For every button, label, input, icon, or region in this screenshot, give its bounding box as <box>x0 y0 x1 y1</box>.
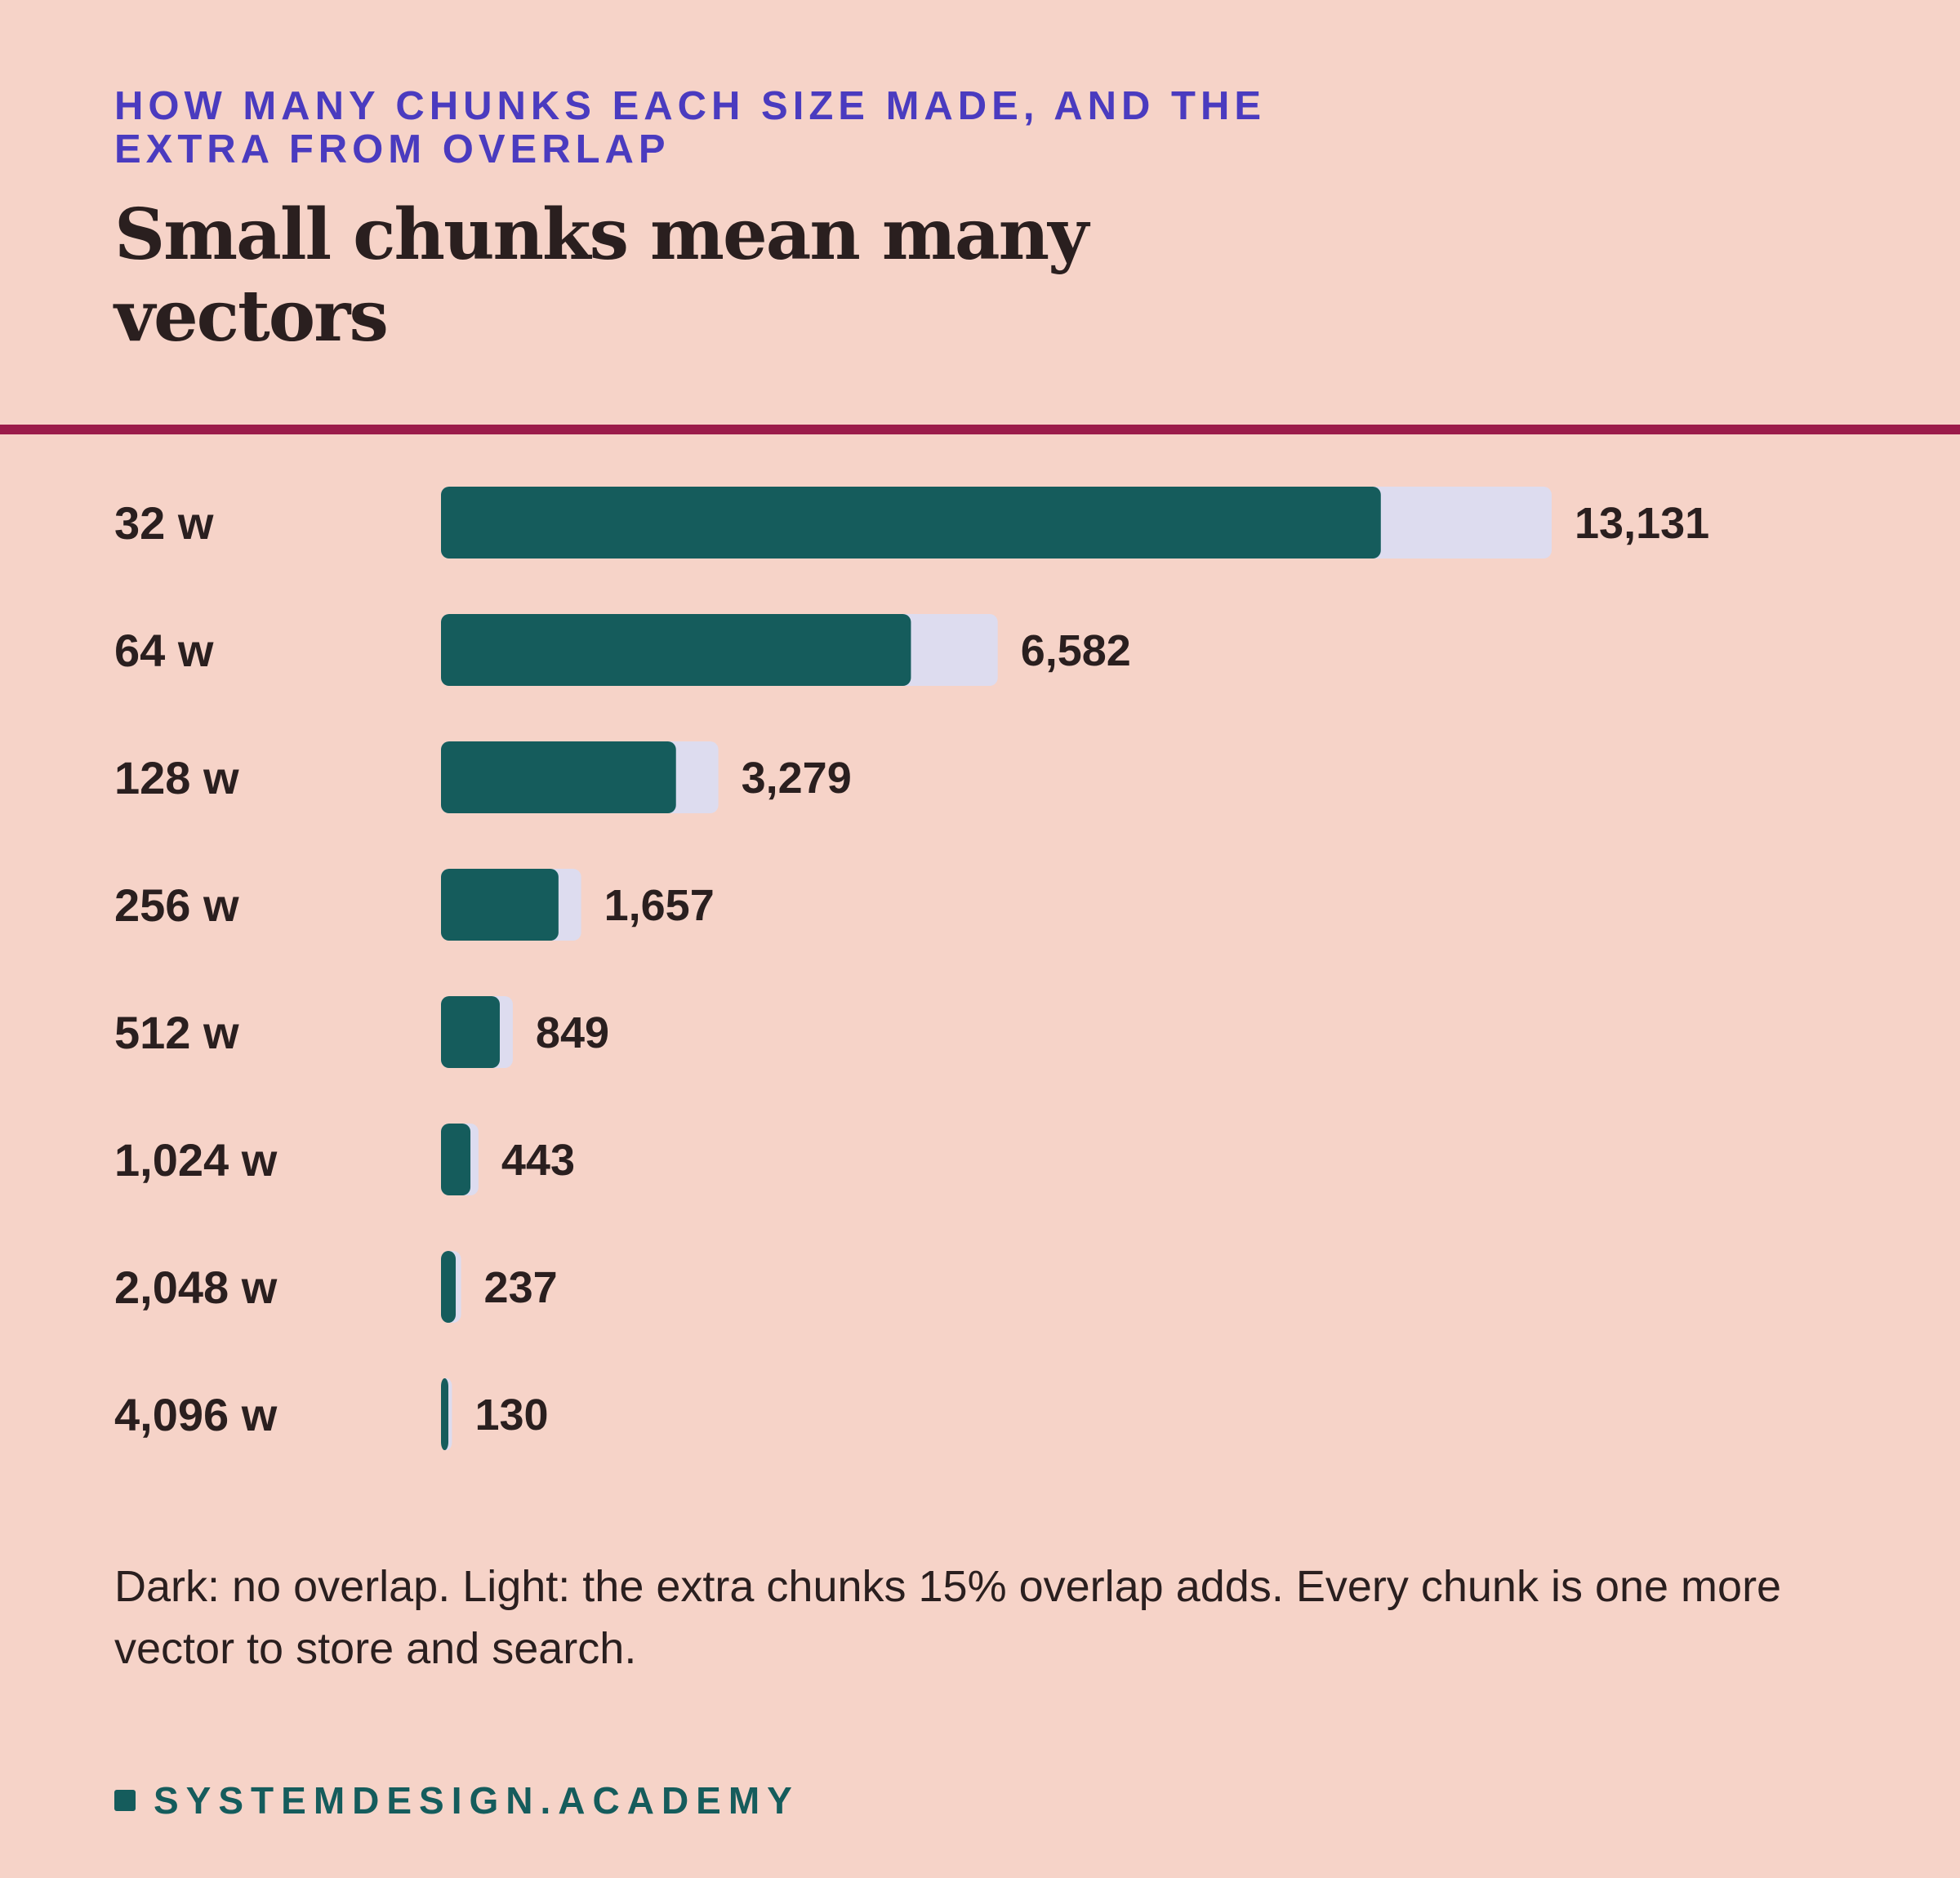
bar-no-overlap <box>441 1378 449 1450</box>
bar-no-overlap <box>441 1124 471 1195</box>
bar-no-overlap <box>441 996 500 1068</box>
bar-row: 512 w 849 <box>114 996 609 1068</box>
category-label: 512 w <box>114 1007 239 1058</box>
bar-no-overlap <box>441 741 676 813</box>
bar-row: 64 w 6,582 <box>114 614 1131 686</box>
bar-no-overlap <box>441 1251 457 1323</box>
category-label: 256 w <box>114 879 239 931</box>
total-value-label: 13,131 <box>1575 499 1709 548</box>
category-label: 2,048 w <box>114 1262 278 1313</box>
bar-row: 1,024 w 443 <box>114 1124 575 1195</box>
bar-chart: 32 w 13,131 64 w 6,582 128 w 3,279 256 w 1,657 5… <box>114 487 1709 1450</box>
chart-title: Small chunks mean many vectors <box>114 194 1089 358</box>
category-label: 4,096 w <box>114 1389 278 1440</box>
title-divider <box>0 425 1960 434</box>
total-value-label: 1,657 <box>604 881 715 930</box>
category-label: 128 w <box>114 752 239 803</box>
bar-no-overlap <box>441 487 1381 559</box>
bar-row: 32 w 13,131 <box>114 487 1709 559</box>
bar-row: 4,096 w 130 <box>114 1378 549 1450</box>
brand-name: SYSTEMDESIGN.ACADEMY <box>154 1779 800 1822</box>
chart-note: Dark: no overlap. Light: the extra chunk… <box>114 1562 1782 1673</box>
total-value-label: 237 <box>484 1263 558 1312</box>
bar-row: 2,048 w 237 <box>114 1251 558 1323</box>
total-value-label: 3,279 <box>742 754 852 803</box>
bar-row: 128 w 3,279 <box>114 741 852 813</box>
category-label: 32 w <box>114 497 214 549</box>
brand-footer: SYSTEMDESIGN.ACADEMY <box>114 1778 800 1822</box>
bar-no-overlap <box>441 614 911 686</box>
brand-square-icon <box>114 1790 136 1811</box>
total-value-label: 443 <box>501 1136 575 1185</box>
total-value-label: 6,582 <box>1021 626 1131 675</box>
category-label: 1,024 w <box>114 1134 278 1186</box>
category-label: 64 w <box>114 625 214 676</box>
chart-eyebrow: HOW MANY CHUNKS EACH SIZE MADE, AND THE … <box>114 84 1267 171</box>
bar-row: 256 w 1,657 <box>114 869 715 941</box>
total-value-label: 849 <box>536 1008 609 1057</box>
bar-no-overlap <box>441 869 559 941</box>
total-value-label: 130 <box>474 1391 548 1440</box>
